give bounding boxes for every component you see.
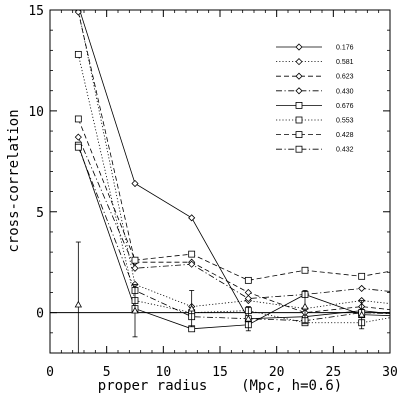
y-tick-label: 10 — [28, 105, 44, 120]
legend-marker — [295, 131, 303, 139]
legend-marker — [295, 43, 303, 51]
legend-label: 0.176 — [336, 45, 354, 52]
data-point — [244, 294, 252, 303]
legend-marker — [295, 145, 303, 153]
data-point — [74, 10, 82, 16]
y-tick-label: 5 — [36, 206, 44, 221]
x-tick-label: 30 — [382, 365, 398, 380]
mean-points-layer — [74, 241, 366, 353]
x-tick-label: 0 — [46, 365, 54, 380]
y-axis-title: cross-correlation — [6, 109, 22, 252]
data-point — [301, 266, 309, 274]
legend-marker — [295, 87, 303, 95]
data-point — [74, 115, 82, 123]
data-point — [74, 133, 82, 141]
data-point — [74, 143, 82, 151]
series-line-4 — [77, 136, 390, 299]
series-line-1 — [79, 10, 390, 320]
axis-layer: 0 5 10 15 20 25 30 0 5 10 15 — [28, 4, 397, 380]
data-layer — [50, 3, 390, 333]
legend-label: 0.676 — [336, 103, 354, 110]
mean-point — [131, 306, 139, 314]
mean-point — [244, 314, 253, 322]
x-axis-title: proper radius (Mpc, h=0.6) — [98, 378, 342, 394]
data-point — [74, 50, 82, 58]
legend-label: 0.430 — [336, 88, 354, 95]
x-tick-label: 5 — [103, 365, 111, 380]
data-point — [131, 256, 139, 264]
legend-label: 0.553 — [336, 118, 354, 125]
legend-label: 0.623 — [336, 74, 354, 81]
data-point — [188, 214, 196, 222]
legend: 0.176 0.581 0.623 0.430 0.676 0.553 0.428 0.432 — [276, 43, 354, 154]
y-tick-label: 15 — [28, 4, 44, 19]
y-tick-label: 0 — [36, 307, 44, 322]
legend-label: 0.581 — [336, 59, 354, 66]
legend-label: 0.432 — [336, 147, 354, 154]
legend-marker — [295, 58, 303, 66]
series-line-3 — [77, 11, 390, 314]
series-line-7 — [77, 118, 390, 281]
data-point — [188, 260, 196, 268]
x-tick-label: 15 — [212, 365, 228, 380]
mean-point — [74, 300, 83, 308]
legend-marker — [295, 72, 303, 80]
data-point — [131, 264, 139, 272]
x-tick-label: 20 — [269, 365, 285, 380]
series-line-5 — [77, 145, 390, 330]
legend-label: 0.428 — [336, 132, 354, 139]
x-tick-label: 10 — [156, 365, 172, 380]
data-point — [75, 3, 81, 9]
mean-point — [301, 302, 309, 310]
data-point — [358, 272, 366, 280]
data-point — [188, 250, 196, 258]
data-point — [358, 284, 366, 293]
x-tick-label: 25 — [326, 365, 342, 380]
series-line-8 — [77, 147, 390, 322]
data-point — [244, 288, 252, 297]
data-point — [244, 276, 252, 284]
mean-point — [187, 304, 196, 312]
mean-point — [357, 310, 366, 318]
legend-marker — [295, 116, 303, 124]
data-point — [131, 179, 139, 188]
legend-marker — [295, 102, 303, 109]
